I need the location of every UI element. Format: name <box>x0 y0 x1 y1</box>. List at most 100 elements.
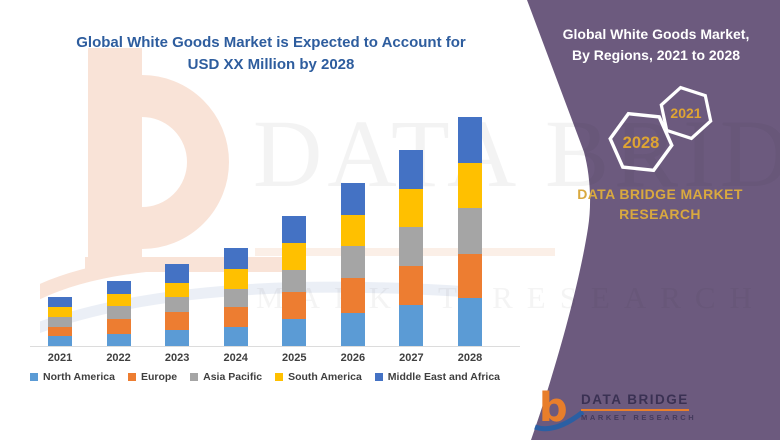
bar-segment-middle-east-and-africa <box>340 183 365 215</box>
legend-item-south-america: South America <box>275 371 362 383</box>
legend-label: Middle East and Africa <box>387 371 501 383</box>
bar-segment-north-america <box>282 319 307 346</box>
bar-segment-asia-pacific <box>165 297 190 312</box>
panel-brand-line1: DATA BRIDGE MARKET <box>577 186 743 202</box>
panel-heading: Global White Goods Market, By Regions, 2… <box>540 24 772 66</box>
bar-segment-middle-east-and-africa <box>282 216 307 243</box>
bar-segment-asia-pacific <box>106 306 131 319</box>
legend-label: North America <box>42 371 115 383</box>
watermark-swoosh-peach <box>40 257 156 300</box>
legend-label: Asia Pacific <box>203 371 263 383</box>
bar-segment-south-america <box>165 283 190 297</box>
databridge-logo: b DATA BRIDGE MARKET RESEARCH <box>533 384 723 434</box>
plot-area <box>30 96 520 346</box>
bar-segment-south-america <box>223 269 248 289</box>
bar-segment-north-america <box>165 330 190 346</box>
bar-segment-north-america <box>106 334 131 346</box>
legend-item-middle-east-and-africa: Middle East and Africa <box>374 371 501 383</box>
background-logo-watermark <box>40 48 471 334</box>
bar-segment-middle-east-and-africa <box>106 281 131 294</box>
x-axis-label-2022: 2022 <box>106 352 131 364</box>
bar-segment-south-america <box>457 163 482 208</box>
bar-segment-europe <box>165 312 190 330</box>
logo-title: DATA BRIDGE <box>581 392 689 411</box>
panel-brand-line2: RESEARCH <box>619 206 701 223</box>
bar-segment-north-america <box>399 305 424 346</box>
hexagon-badges: 2021 2028 <box>608 85 713 173</box>
bar-column-2028 <box>457 117 482 346</box>
legend-label: South America <box>288 371 362 383</box>
bar-segment-europe <box>457 254 482 298</box>
x-axis-label-2028: 2028 <box>457 352 483 364</box>
bar-segment-north-america <box>48 336 72 346</box>
logo-subtitle: MARKET RESEARCH <box>581 413 697 422</box>
bar-segment-north-america <box>223 327 248 346</box>
bar-segment-europe <box>282 292 307 319</box>
bar-segment-north-america <box>340 313 365 346</box>
bar-segment-europe <box>223 307 248 327</box>
legend-swatch <box>29 373 38 381</box>
bar-segment-europe <box>399 266 424 305</box>
watermark-word-marketresearch: MARKET RESEARCH <box>256 280 766 315</box>
bar-segment-middle-east-and-africa <box>165 264 190 283</box>
legend-swatch <box>127 373 136 381</box>
chart-title-line1: Global White Goods Market is Expected to… <box>76 34 466 51</box>
bar-segment-south-america <box>48 307 72 317</box>
bar-segment-middle-east-and-africa <box>399 150 424 189</box>
bar-segment-north-america <box>457 298 482 346</box>
bar-segment-middle-east-and-africa <box>457 117 482 163</box>
logo-text-block: DATA BRIDGE MARKET RESEARCH <box>581 391 696 422</box>
bar-segment-europe <box>106 319 131 334</box>
hexagon-2021-label: 2021 <box>670 105 701 121</box>
x-axis-label-2027: 2027 <box>399 352 424 364</box>
bar-segment-asia-pacific <box>223 289 248 307</box>
legend-item-north-america: North America <box>29 371 115 383</box>
bar-column-2022 <box>106 281 131 346</box>
purple-panel-shape <box>527 0 780 440</box>
panel-heading-line1: Global White Goods Market, <box>562 26 750 42</box>
chart-title-line2: USD XX Million by 2028 <box>187 55 355 73</box>
chart-legend: North America Europe Asia Pacific South Ame… <box>10 371 520 383</box>
x-axis-label-2021: 2021 <box>47 352 73 364</box>
watermark-b-stem <box>88 48 142 260</box>
legend-swatch <box>275 373 284 381</box>
bar-segment-south-america <box>106 294 131 306</box>
bar-segment-south-america <box>340 215 365 246</box>
bar-segment-asia-pacific <box>457 208 482 254</box>
x-axis-line <box>30 346 520 347</box>
chart-title: Global White Goods Market is Expected to… <box>50 32 492 76</box>
panel-heading-line2: By Regions, 2021 to 2028 <box>571 47 741 63</box>
x-axis-label-2024: 2024 <box>223 352 248 364</box>
hexagon-2028-shape <box>608 111 674 173</box>
bar-segment-asia-pacific <box>282 270 307 292</box>
bar-segment-middle-east-and-africa <box>48 297 72 307</box>
legend-label: Europe <box>140 371 178 383</box>
bar-column-2024 <box>223 248 248 346</box>
watermark-b-bowl <box>141 75 229 249</box>
hexagon-2021-shape <box>659 85 713 141</box>
x-axis-label-2026: 2026 <box>340 352 366 364</box>
bar-segment-europe <box>48 327 72 336</box>
legend-item-europe: Europe <box>127 371 178 383</box>
bar-segment-asia-pacific <box>340 246 365 278</box>
bar-segment-asia-pacific <box>48 317 72 327</box>
hexagon-2028-label: 2028 <box>623 134 660 152</box>
panel-brand-text: DATA BRIDGE MARKET RESEARCH <box>556 184 764 225</box>
bar-column-2026 <box>340 183 365 346</box>
logo-swoosh <box>534 410 585 432</box>
legend-item-asia-pacific: Asia Pacific <box>190 371 262 383</box>
databridge-logo-mark: b <box>534 385 585 432</box>
bar-column-2025 <box>282 216 307 346</box>
bar-segment-south-america <box>282 243 307 270</box>
bar-column-2023 <box>165 264 190 346</box>
bar-column-2027 <box>399 150 424 346</box>
watermark-word-databridge: DATA BRIDGE <box>253 100 780 207</box>
x-axis-label-2023: 2023 <box>164 352 190 364</box>
bar-segment-middle-east-and-africa <box>223 248 248 269</box>
bar-segment-asia-pacific <box>399 227 424 266</box>
x-axis-label-2025: 2025 <box>282 352 307 364</box>
bar-column-2021 <box>48 297 72 346</box>
legend-swatch <box>190 373 199 381</box>
